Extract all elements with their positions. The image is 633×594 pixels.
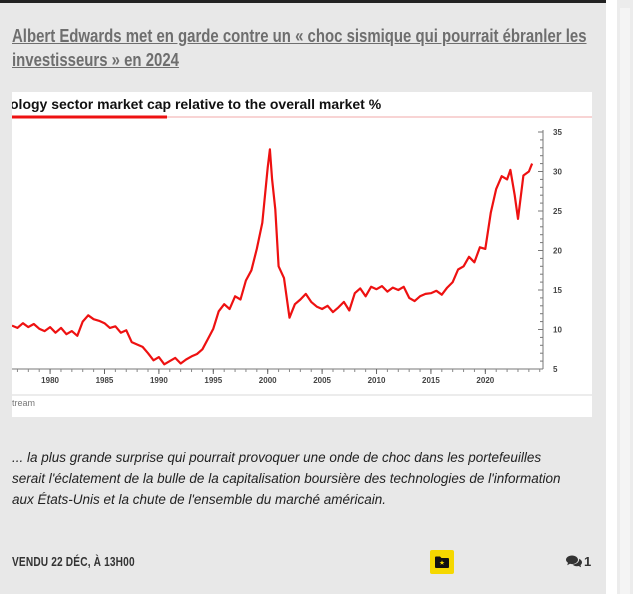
sidebar-strip — [617, 0, 633, 594]
y-tick-label: 30 — [553, 168, 562, 177]
article-title[interactable]: Albert Edwards met en garde contre un « … — [12, 26, 587, 70]
x-axis: 1980 1985 1990 1995 2000 2005 2010 2015 2020 — [12, 368, 543, 385]
y-tick-label: 35 — [553, 128, 562, 137]
y-tick-label: 15 — [553, 286, 562, 295]
y-tick-label: 10 — [553, 326, 562, 335]
chart-svg: ology sector market cap relative to the … — [12, 96, 592, 408]
chart-title: ology sector market cap relative to the … — [12, 96, 382, 112]
series-line — [12, 148, 534, 366]
comment-count: 1 — [584, 554, 592, 569]
article-chart: ology sector market cap relative to the … — [12, 92, 592, 417]
x-tick-label: 2010 — [368, 376, 386, 385]
comments-link[interactable]: 1 — [566, 554, 591, 569]
chart-source: tream — [12, 398, 35, 408]
article-excerpt: ... la plus grande surprise qui pourrait… — [12, 450, 561, 507]
x-tick-label: 1995 — [204, 376, 222, 385]
x-tick-label: 1985 — [96, 376, 114, 385]
x-tick-label: 2020 — [476, 376, 494, 385]
x-tick-label: 2000 — [259, 376, 277, 385]
x-tick-label: 2005 — [313, 376, 331, 385]
y-tick-label: 25 — [553, 207, 562, 216]
x-tick-label: 2015 — [422, 376, 440, 385]
x-tick-label: 1990 — [150, 376, 168, 385]
article-date: VENDU 22 DÉC, À 13H00 — [12, 554, 135, 569]
y-tick-label: 5 — [553, 365, 558, 374]
y-tick-label: 20 — [553, 247, 562, 256]
folder-star-icon — [435, 556, 449, 568]
article-card: Albert Edwards met en garde contre un « … — [0, 0, 606, 594]
x-tick-label: 1980 — [41, 376, 59, 385]
category-button[interactable] — [430, 550, 454, 574]
sidebar-inner — [620, 8, 630, 594]
comments-icon — [566, 555, 582, 568]
y-axis: 5 10 15 20 25 30 35 — [538, 128, 562, 374]
series-group — [12, 148, 534, 366]
